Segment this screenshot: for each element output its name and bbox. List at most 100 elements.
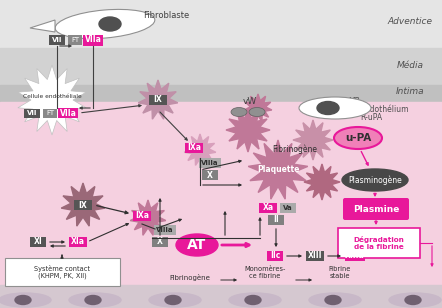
Text: Adventice: Adventice xyxy=(388,18,433,26)
Polygon shape xyxy=(30,20,55,32)
Text: VIIa: VIIa xyxy=(60,108,76,117)
Ellipse shape xyxy=(0,293,51,307)
Text: XIa: XIa xyxy=(71,237,85,246)
Bar xyxy=(259,203,277,213)
Ellipse shape xyxy=(245,295,261,305)
Ellipse shape xyxy=(405,295,421,305)
Bar xyxy=(0,85,442,102)
Ellipse shape xyxy=(85,295,101,305)
Ellipse shape xyxy=(325,295,341,305)
Text: IIc: IIc xyxy=(270,252,280,261)
Text: Plasminogène: Plasminogène xyxy=(348,175,402,185)
Ellipse shape xyxy=(342,169,408,191)
Text: Plaquette: Plaquette xyxy=(257,165,299,175)
Ellipse shape xyxy=(15,295,31,305)
Text: Fibroblaste: Fibroblaste xyxy=(143,11,189,21)
Text: IXa: IXa xyxy=(187,144,201,152)
Bar xyxy=(149,95,167,105)
Text: Endothélium: Endothélium xyxy=(360,104,408,114)
Text: VIIIa: VIIIa xyxy=(201,160,219,166)
Text: II: II xyxy=(273,216,279,225)
Polygon shape xyxy=(248,140,308,199)
Text: Va: Va xyxy=(283,205,293,211)
Ellipse shape xyxy=(176,234,218,256)
Bar xyxy=(133,211,151,221)
Bar xyxy=(69,237,87,247)
Ellipse shape xyxy=(389,293,441,307)
Polygon shape xyxy=(18,65,86,135)
Polygon shape xyxy=(244,94,272,121)
Text: u-PA: u-PA xyxy=(345,133,371,143)
FancyBboxPatch shape xyxy=(343,198,409,220)
Bar xyxy=(152,237,168,247)
Bar xyxy=(267,251,283,261)
Text: X: X xyxy=(157,237,163,246)
Ellipse shape xyxy=(55,9,155,38)
Ellipse shape xyxy=(317,102,339,115)
Text: Monomères-
ce fibrine: Monomères- ce fibrine xyxy=(244,266,286,279)
Text: IX: IX xyxy=(79,201,88,209)
Polygon shape xyxy=(138,80,178,119)
Text: Intima: Intima xyxy=(396,87,424,95)
Bar xyxy=(268,215,284,225)
Text: IXa: IXa xyxy=(135,212,149,221)
Text: Fibrinogène: Fibrinogène xyxy=(170,274,210,281)
Ellipse shape xyxy=(334,127,382,149)
Ellipse shape xyxy=(299,97,371,119)
Bar xyxy=(49,35,65,45)
Ellipse shape xyxy=(231,107,247,116)
Text: VII: VII xyxy=(52,37,62,43)
Polygon shape xyxy=(61,183,105,226)
Bar xyxy=(68,35,82,45)
Text: AT: AT xyxy=(187,238,206,252)
Text: Système contact
(KHPM, PK, XII): Système contact (KHPM, PK, XII) xyxy=(34,265,90,279)
Bar xyxy=(199,158,221,168)
Bar xyxy=(74,200,92,210)
Text: Dégradation
de la fibrine: Dégradation de la fibrine xyxy=(354,236,404,250)
Bar xyxy=(0,48,442,85)
Text: VII: VII xyxy=(27,110,37,116)
Bar xyxy=(30,237,46,247)
Bar xyxy=(43,108,57,117)
Ellipse shape xyxy=(309,293,361,307)
Ellipse shape xyxy=(99,17,121,31)
Text: XI: XI xyxy=(34,237,42,246)
Bar xyxy=(58,108,78,118)
Text: FT: FT xyxy=(46,110,54,116)
Text: FT: FT xyxy=(71,37,79,43)
Text: VIIIa: VIIIa xyxy=(156,227,174,233)
Bar xyxy=(345,251,365,261)
Polygon shape xyxy=(226,108,270,152)
Polygon shape xyxy=(293,120,333,160)
Text: Média: Média xyxy=(396,60,423,70)
Polygon shape xyxy=(184,134,216,165)
Bar xyxy=(154,225,176,235)
Bar xyxy=(0,285,442,308)
Text: Fibrinogène: Fibrinogène xyxy=(273,144,317,154)
Ellipse shape xyxy=(165,295,181,305)
Bar xyxy=(5,258,120,286)
Text: Fibrine
stable: Fibrine stable xyxy=(329,266,351,279)
Text: XIIIa: XIIIa xyxy=(345,252,365,261)
Text: Xa: Xa xyxy=(263,204,274,213)
Bar xyxy=(280,203,296,213)
Text: R-uPA: R-uPA xyxy=(360,112,382,121)
Text: Cellule endothéliale: Cellule endothéliale xyxy=(23,95,81,99)
Text: MB: MB xyxy=(348,96,360,106)
Ellipse shape xyxy=(69,293,121,307)
Ellipse shape xyxy=(249,107,265,116)
Bar xyxy=(185,143,203,153)
Bar xyxy=(83,34,103,46)
Polygon shape xyxy=(304,164,340,200)
Bar xyxy=(202,170,218,180)
Bar xyxy=(0,0,442,48)
Text: IX: IX xyxy=(154,95,162,104)
Text: VIIa: VIIa xyxy=(84,35,101,44)
Text: vW: vW xyxy=(243,97,257,106)
Bar xyxy=(338,228,420,258)
Polygon shape xyxy=(130,200,166,235)
Bar xyxy=(24,108,40,117)
Bar xyxy=(306,251,324,261)
Ellipse shape xyxy=(149,293,201,307)
Text: X: X xyxy=(207,171,213,180)
